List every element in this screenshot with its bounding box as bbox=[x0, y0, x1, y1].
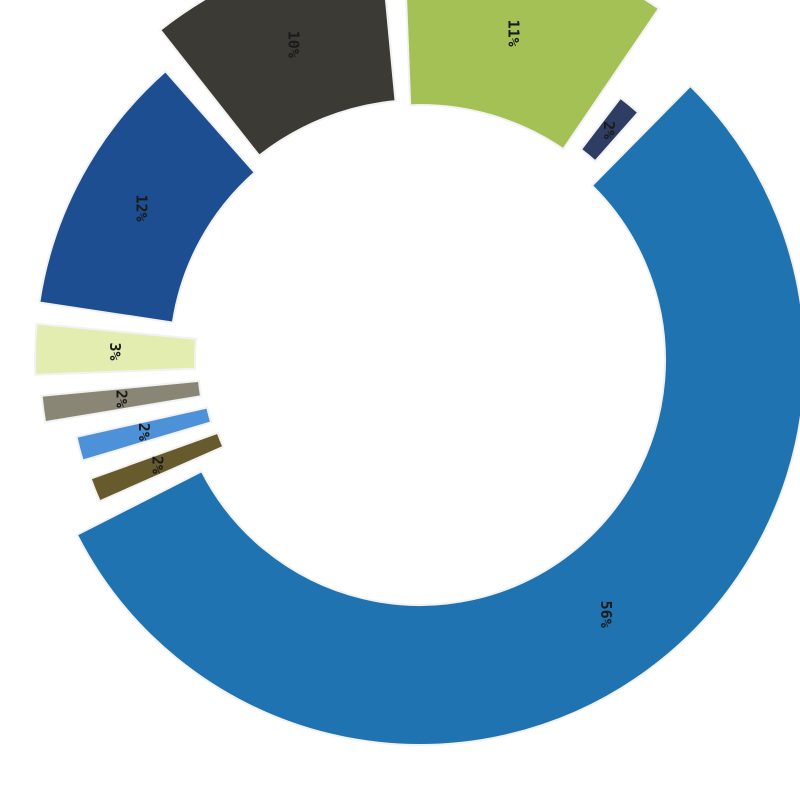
slices-group bbox=[34, 0, 800, 746]
slice-label: 2% bbox=[149, 456, 167, 474]
slice-label: 12% bbox=[132, 194, 150, 221]
donut-slice bbox=[75, 406, 213, 462]
donut-slice bbox=[75, 84, 800, 746]
slice-label: 10% bbox=[285, 31, 303, 58]
donut-slice bbox=[405, 0, 661, 151]
slice-label: 3% bbox=[106, 342, 124, 360]
slice-label: 56% bbox=[597, 601, 615, 628]
donut-slice bbox=[158, 0, 397, 158]
donut-slice bbox=[40, 379, 203, 424]
donut-slice bbox=[89, 431, 225, 503]
slice-label: 2% bbox=[113, 390, 131, 408]
slice-label: 2% bbox=[600, 121, 618, 139]
donut-slice bbox=[34, 322, 198, 376]
slice-label: 11% bbox=[505, 20, 523, 47]
slice-label: 2% bbox=[135, 423, 153, 441]
donut-slice bbox=[38, 69, 257, 324]
donut-slice bbox=[579, 96, 640, 163]
labels-group: 56%2%2%2%3%12%10% 11%2% bbox=[106, 20, 618, 628]
